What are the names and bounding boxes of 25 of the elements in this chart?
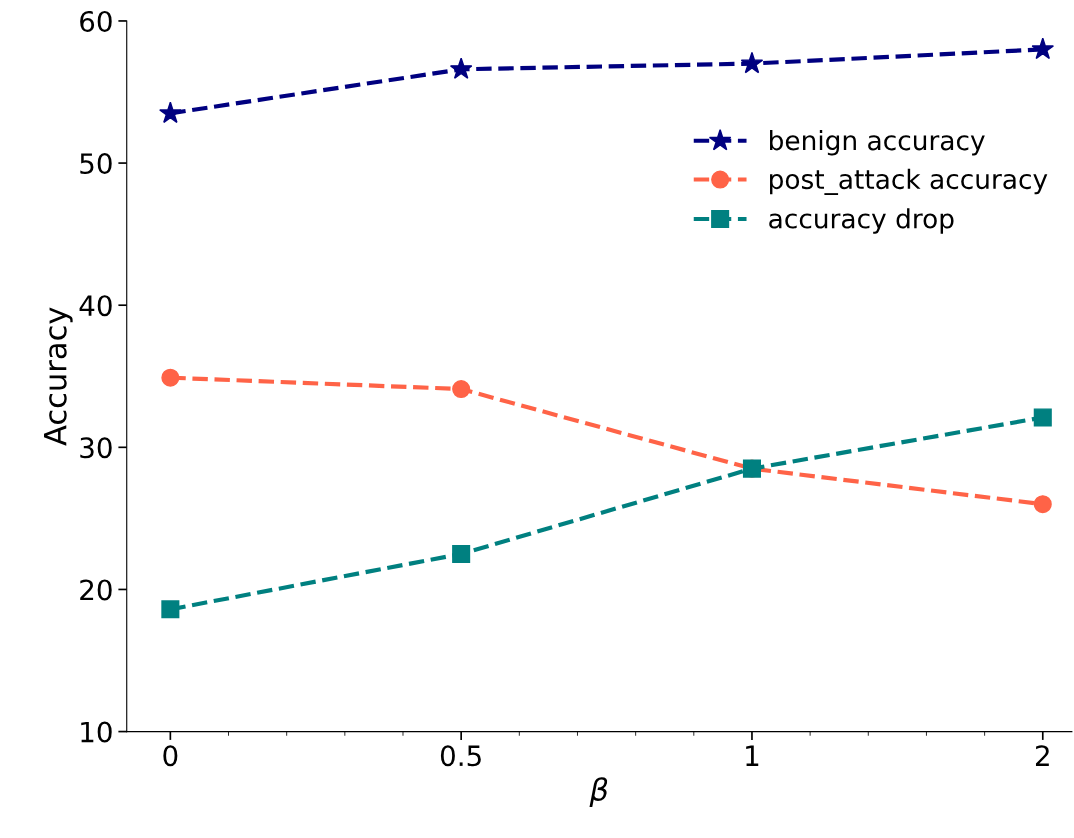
legend-label: post_attack accuracy <box>770 168 1048 195</box>
point <box>161 368 180 387</box>
y-tick-label: 20 <box>80 579 112 601</box>
point <box>452 544 471 563</box>
legend-label: benign accuracy <box>770 129 985 156</box>
point <box>740 51 764 74</box>
legend-label: accuracy drop <box>769 208 954 234</box>
y-tick-label: 60 <box>80 10 112 32</box>
point <box>449 57 473 79</box>
x-tick-label: 1 <box>746 745 759 766</box>
y-tick-label: 10 <box>81 721 112 743</box>
x-tick-label: 0 <box>163 745 178 767</box>
point <box>161 600 180 619</box>
y-axis-title: Accuracy <box>44 307 73 446</box>
point <box>1033 495 1052 514</box>
point <box>452 380 471 399</box>
y-tick-label: 50 <box>80 153 112 175</box>
x-axis-title: β <box>589 777 608 807</box>
point <box>1031 37 1055 60</box>
point <box>159 101 182 124</box>
x-tick-label: 0.5 <box>440 745 481 767</box>
point <box>1033 408 1052 427</box>
y-tick-label: 40 <box>79 295 112 317</box>
x-tick-label: 2 <box>1035 745 1049 766</box>
y-tick-label: 30 <box>80 437 112 459</box>
